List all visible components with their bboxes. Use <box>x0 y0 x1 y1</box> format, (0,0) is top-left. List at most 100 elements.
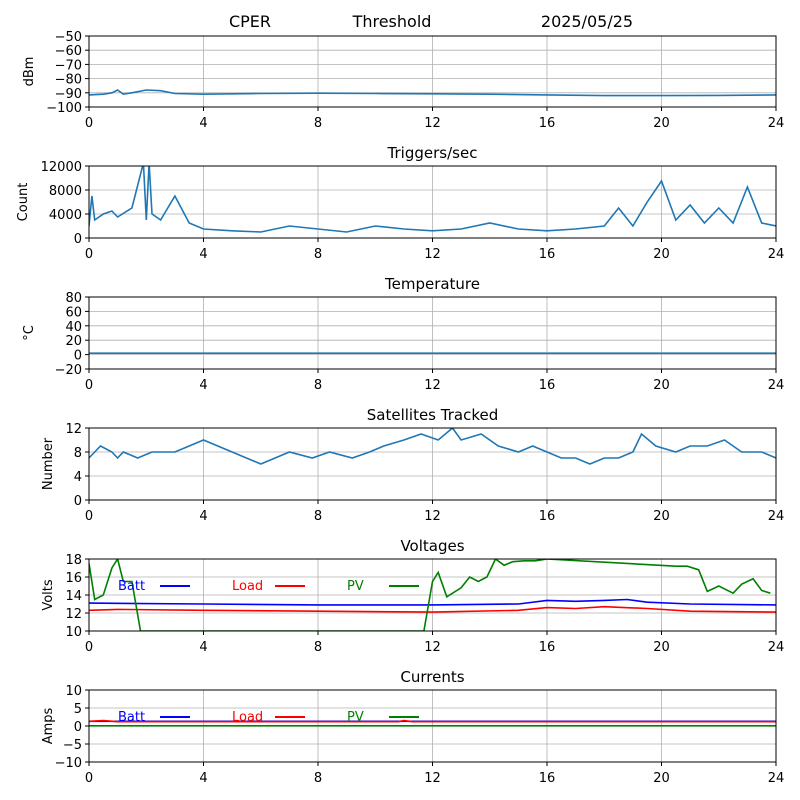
header-date: 2025/05/25 <box>541 12 633 31</box>
x-tick-label: 24 <box>768 771 785 786</box>
series-line-batt <box>89 598 776 606</box>
y-tick-label: −70 <box>55 58 82 73</box>
x-tick-label: 24 <box>768 509 785 524</box>
panel-title: Satellites Tracked <box>367 406 498 424</box>
y-axis-label: Count <box>16 183 31 222</box>
x-tick-label: 12 <box>424 771 441 786</box>
x-tick-label: 12 <box>424 378 441 393</box>
x-tick-label: 4 <box>199 247 207 262</box>
x-tick-label: 8 <box>314 247 322 262</box>
y-tick-label: 10 <box>65 625 82 640</box>
x-tick-label: 16 <box>539 509 556 524</box>
y-tick-label: −90 <box>55 87 82 102</box>
x-tick-label: 20 <box>653 640 670 655</box>
legend-label-batt: Batt <box>118 579 145 594</box>
y-tick-label: 80 <box>65 291 82 306</box>
x-tick-label: 20 <box>653 509 670 524</box>
panel-2: 0 4 8 12 16 20 24 0 4000 8000 12000 Triggers/sec Cou… <box>16 144 784 262</box>
series-line <box>89 428 776 465</box>
x-tick-label: 24 <box>768 378 785 393</box>
y-tick-label: 14 <box>65 589 82 604</box>
legend-label-batt: Batt <box>118 710 145 725</box>
y-tick-label: 12000 <box>41 160 82 175</box>
x-tick-label: 16 <box>539 378 556 393</box>
y-tick-label: 40 <box>65 320 82 335</box>
y-axis-label: dBm <box>22 57 37 87</box>
series-line-pv <box>89 559 771 631</box>
x-tick-label: 4 <box>199 640 207 655</box>
y-tick-label: 5 <box>74 702 82 717</box>
x-tick-label: 0 <box>85 640 93 655</box>
y-tick-label: 0 <box>74 232 82 247</box>
x-tick-label: 4 <box>199 116 207 131</box>
y-axis-label: °C <box>22 325 37 341</box>
x-tick-label: 0 <box>85 247 93 262</box>
x-tick-label: 8 <box>314 378 322 393</box>
y-tick-label: −60 <box>55 44 82 59</box>
x-tick-label: 16 <box>539 640 556 655</box>
panel-title: Voltages <box>400 537 464 555</box>
x-tick-label: 24 <box>768 247 785 262</box>
x-tick-label: 20 <box>653 378 670 393</box>
y-tick-label: 12 <box>65 422 82 437</box>
x-tick-label: 12 <box>424 247 441 262</box>
y-tick-label: −100 <box>46 101 82 116</box>
panel-title: Currents <box>400 668 464 686</box>
x-tick-label: 4 <box>199 771 207 786</box>
x-tick-label: 0 <box>85 116 93 131</box>
x-tick-label: 8 <box>314 116 322 131</box>
y-tick-label: 4000 <box>49 208 82 223</box>
panel-title: Triggers/sec <box>387 144 478 162</box>
x-tick-label: 0 <box>85 509 93 524</box>
x-tick-label: 8 <box>314 771 322 786</box>
x-tick-label: 0 <box>85 771 93 786</box>
x-tick-label: 16 <box>539 247 556 262</box>
header-mode: Threshold <box>352 12 432 31</box>
legend-label-pv: PV <box>347 710 364 725</box>
y-tick-label: −20 <box>55 363 82 378</box>
legend-label-pv: PV <box>347 579 364 594</box>
series-line-load <box>89 605 776 613</box>
y-tick-label: 10 <box>65 684 82 699</box>
y-tick-label: 0 <box>74 720 82 735</box>
panel-6: Batt Load PV 0 4 8 12 16 20 24 −10 −5 0 5 10 Currents Am… <box>41 668 784 786</box>
series-line-load <box>89 719 776 723</box>
x-tick-label: 4 <box>199 378 207 393</box>
panel-1: 0 4 8 12 16 20 24 −100−90−80−70−60−50 dBm <box>22 30 784 131</box>
y-tick-label: −80 <box>55 73 82 88</box>
series-line <box>89 166 776 233</box>
y-tick-label: −5 <box>63 738 82 753</box>
panel-4: 0 4 8 12 16 20 24 0 4 8 12 Satellites Tracked Number <box>41 406 784 524</box>
y-tick-label: 8 <box>74 446 82 461</box>
x-tick-label: 20 <box>653 247 670 262</box>
y-tick-label: 0 <box>74 494 82 509</box>
y-tick-label: 60 <box>65 305 82 320</box>
y-tick-label: 18 <box>65 553 82 568</box>
y-axis-label: Amps <box>41 707 56 744</box>
panel-5: Batt Load PV 0 4 8 12 16 20 24 10 12 14 16 18 Voltages V… <box>41 537 784 655</box>
legend-label-load: Load <box>232 579 263 594</box>
y-tick-label: 8000 <box>49 184 82 199</box>
y-tick-label: 0 <box>74 349 82 364</box>
y-tick-label: 4 <box>74 470 82 485</box>
x-tick-label: 20 <box>653 771 670 786</box>
x-tick-label: 20 <box>653 116 670 131</box>
x-tick-label: 4 <box>199 509 207 524</box>
y-tick-label: −10 <box>55 756 82 771</box>
y-tick-label: 16 <box>65 571 82 586</box>
x-tick-label: 16 <box>539 116 556 131</box>
y-tick-label: 12 <box>65 607 82 622</box>
y-axis-label: Volts <box>41 579 56 611</box>
x-tick-label: 0 <box>85 378 93 393</box>
header-site: CPER <box>229 12 271 31</box>
legend-label-load: Load <box>232 710 263 725</box>
y-axis-label: Number <box>41 437 56 490</box>
x-tick-label: 12 <box>424 116 441 131</box>
panel-title: Temperature <box>384 275 480 293</box>
x-tick-label: 12 <box>424 509 441 524</box>
x-tick-label: 12 <box>424 640 441 655</box>
x-tick-label: 8 <box>314 509 322 524</box>
